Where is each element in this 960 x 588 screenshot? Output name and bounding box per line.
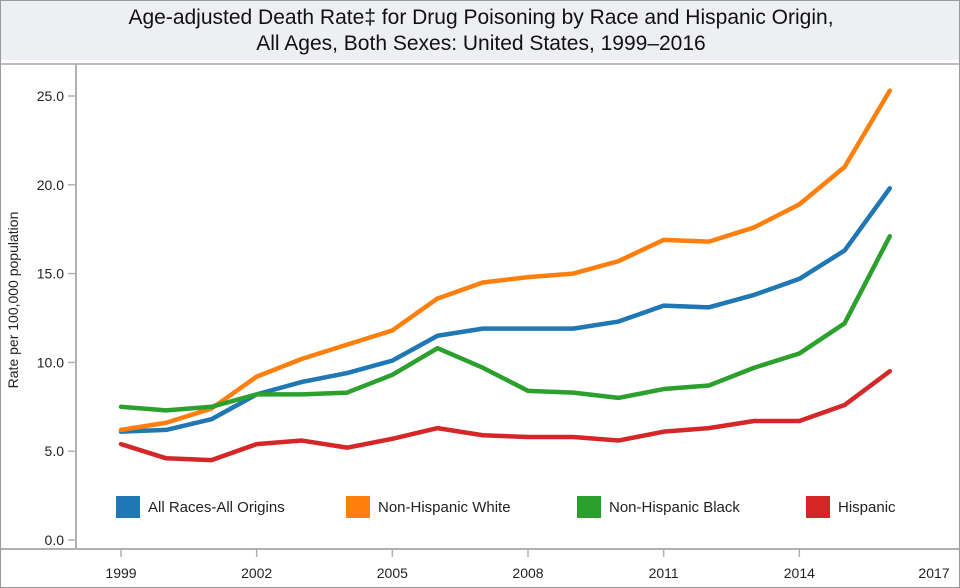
y-tick-label: 10.0 [37, 354, 64, 370]
series-line-non-hispanic-black [118, 234, 893, 413]
series-line-non-hispanic-white [118, 88, 893, 433]
legend-label: Non-Hispanic White [378, 499, 511, 516]
x-tick-label: 2017 [918, 565, 949, 581]
y-tick-label: 0.0 [45, 532, 65, 548]
legend-label: Hispanic [838, 499, 896, 516]
y-tick-label: 25.0 [37, 88, 64, 104]
title-line-2: All Ages, Both Sexes: United States, 199… [256, 32, 706, 55]
x-tick-label: 2014 [784, 565, 815, 581]
y-tick-label: 5.0 [45, 443, 65, 459]
title-bar: Age-adjusted Death Rate‡ for Drug Poison… [1, 1, 959, 60]
legend-label: All Races-All Origins [148, 499, 285, 516]
x-tick-label: 2002 [241, 565, 272, 581]
series-line-hispanic [118, 369, 893, 463]
legend-swatch [577, 496, 601, 518]
legend-swatch [116, 496, 140, 518]
y-axis-label: Rate per 100,000 population [5, 212, 21, 389]
legend-swatch [806, 496, 830, 518]
title-line-1: Age-adjusted Death Rate‡ for Drug Poison… [128, 6, 834, 29]
series-line-all-races-all-origins [118, 186, 893, 434]
y-tick-label: 20.0 [37, 177, 64, 193]
x-tick-label: 2008 [512, 565, 543, 581]
x-tick-label: 2011 [649, 565, 679, 581]
legend-label: Non-Hispanic Black [609, 499, 740, 516]
x-tick-label: 2005 [377, 565, 408, 581]
chart-title: Age-adjusted Death Rate‡ for Drug Poison… [1, 5, 960, 57]
x-tick-label: 1999 [105, 565, 136, 581]
legend-swatch [346, 496, 370, 518]
y-tick-label: 15.0 [37, 266, 64, 282]
